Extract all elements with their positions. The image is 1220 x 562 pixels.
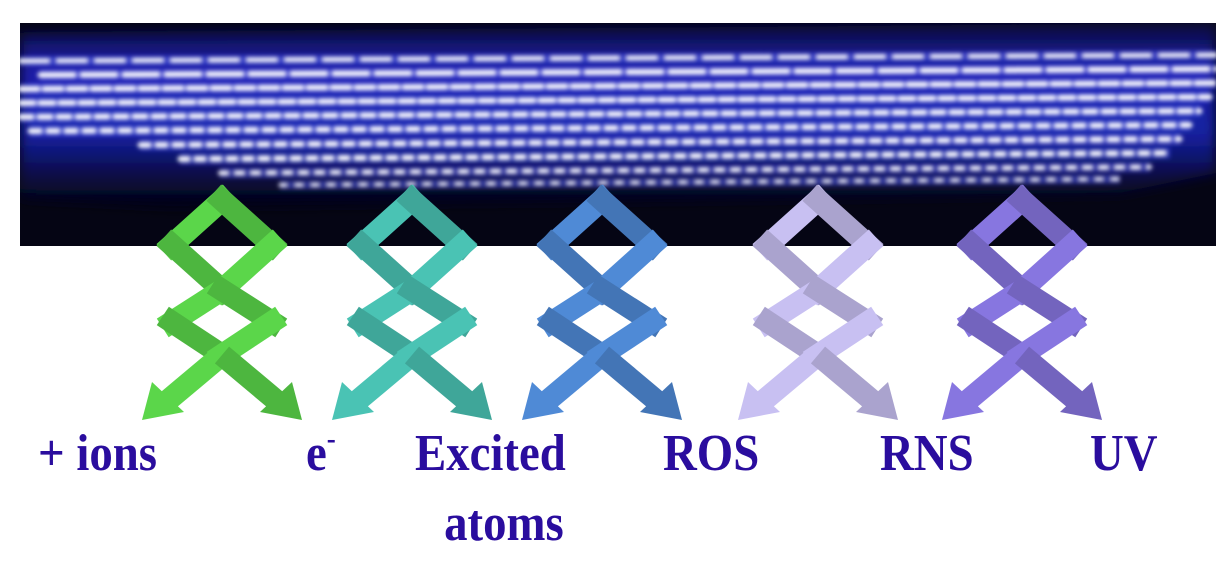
- arrow-electrons: [332, 184, 492, 420]
- arrow-shaft: [958, 346, 1030, 411]
- arrow-shaft: [754, 346, 826, 411]
- label-ros: ROS: [663, 428, 759, 480]
- label-excited-line1: Excited: [415, 425, 566, 482]
- label-uv: UV: [1090, 428, 1158, 480]
- plasma-strand: [278, 177, 1122, 187]
- arrow-excited: [522, 184, 682, 420]
- plasma-strand: [218, 165, 1152, 175]
- arrow-shaft: [1014, 346, 1086, 411]
- plasma-strand: [177, 150, 1173, 162]
- arrowhead: [1060, 382, 1102, 420]
- arrow-segment: [752, 184, 834, 261]
- arrowhead: [738, 382, 780, 420]
- arrowhead: [260, 382, 302, 420]
- plasma-strand: [137, 136, 1183, 148]
- arrow-shaft: [404, 346, 476, 411]
- arrowhead: [450, 382, 492, 420]
- label-rns: RNS: [880, 428, 974, 480]
- label-ros-text: ROS: [663, 425, 760, 482]
- arrow-segment: [156, 184, 238, 261]
- arrow-shaft: [214, 346, 286, 411]
- label-positive-ions: + ions: [38, 428, 157, 480]
- arrow-ions: [142, 184, 302, 420]
- plasma-strand: [20, 53, 1216, 63]
- arrow-shaft: [594, 346, 666, 411]
- arrowhead: [942, 382, 984, 420]
- label-electrons-text: e: [306, 425, 327, 482]
- arrow-segment: [1006, 184, 1088, 261]
- arrow-shaft: [538, 346, 610, 411]
- arrow-segment: [396, 184, 478, 261]
- label-excited-line2: atoms: [444, 495, 564, 552]
- arrowhead: [856, 382, 898, 420]
- label-electrons-superscript: -: [326, 422, 336, 455]
- plasma-strand: [20, 94, 1213, 106]
- plasma-discharge-image: [20, 23, 1216, 246]
- plasma-strand: [37, 66, 1216, 78]
- arrow-segment: [346, 184, 428, 261]
- arrow-shaft: [348, 346, 420, 411]
- plasma-strand: [27, 122, 1193, 134]
- arrow-shaft: [810, 346, 882, 411]
- label-electrons: e-: [306, 424, 336, 482]
- arrowhead: [640, 382, 682, 420]
- arrow-segment: [536, 184, 618, 261]
- plasma-strand: [20, 108, 1203, 120]
- arrow-shaft: [158, 346, 230, 411]
- arrowhead: [142, 382, 184, 420]
- label-excited-atoms: Excited atoms: [415, 428, 566, 550]
- label-rns-text: RNS: [880, 425, 974, 482]
- arrow-segment: [956, 184, 1038, 261]
- arrow-segment: [586, 184, 668, 261]
- arrowhead: [332, 382, 374, 420]
- label-uv-text: UV: [1090, 425, 1158, 482]
- plasma-photo: [20, 23, 1216, 246]
- plasma-strand: [20, 80, 1216, 92]
- arrow-ros: [738, 184, 898, 420]
- label-ions-text: + ions: [38, 425, 158, 482]
- arrowhead: [522, 382, 564, 420]
- arrow-segment: [802, 184, 884, 261]
- arrow-segment: [206, 184, 288, 261]
- arrow-rns: [942, 184, 1102, 420]
